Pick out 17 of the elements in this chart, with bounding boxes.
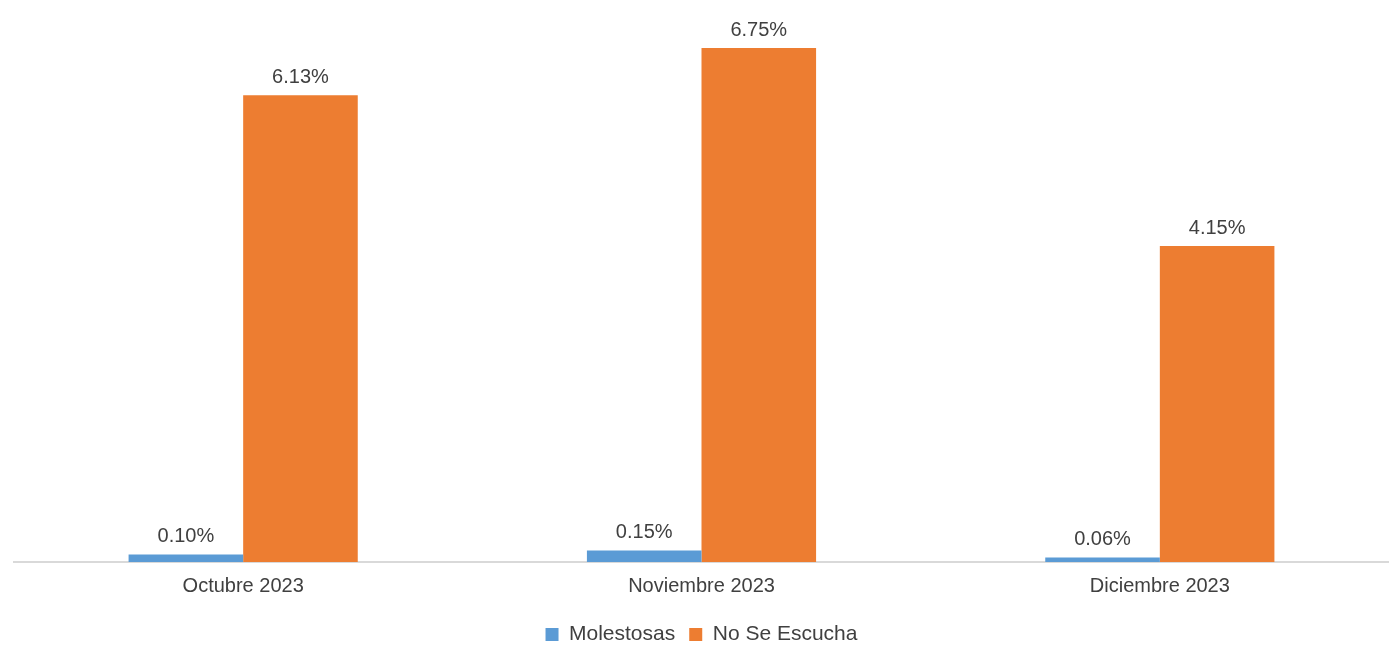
data-label: 4.15% [1188,215,1246,238]
data-label: 0.10% [157,523,215,546]
bar [586,550,702,562]
legend-label: No Se Escucha [712,621,858,645]
legend-label: Molestosas [569,621,676,645]
x-tick-label: Octubre 2023 [182,573,304,596]
bar [701,48,817,562]
x-tick-label: Diciembre 2023 [1089,573,1230,596]
data-label: 0.15% [615,520,673,543]
bar [128,554,244,562]
data-label: 6.13% [272,64,330,87]
data-label: 6.75% [730,17,788,40]
bar [243,95,358,562]
bar [1045,557,1160,562]
x-tick-label: Noviembre 2023 [628,573,775,596]
data-label: 0.06% [1074,526,1132,549]
bar [1159,245,1275,562]
